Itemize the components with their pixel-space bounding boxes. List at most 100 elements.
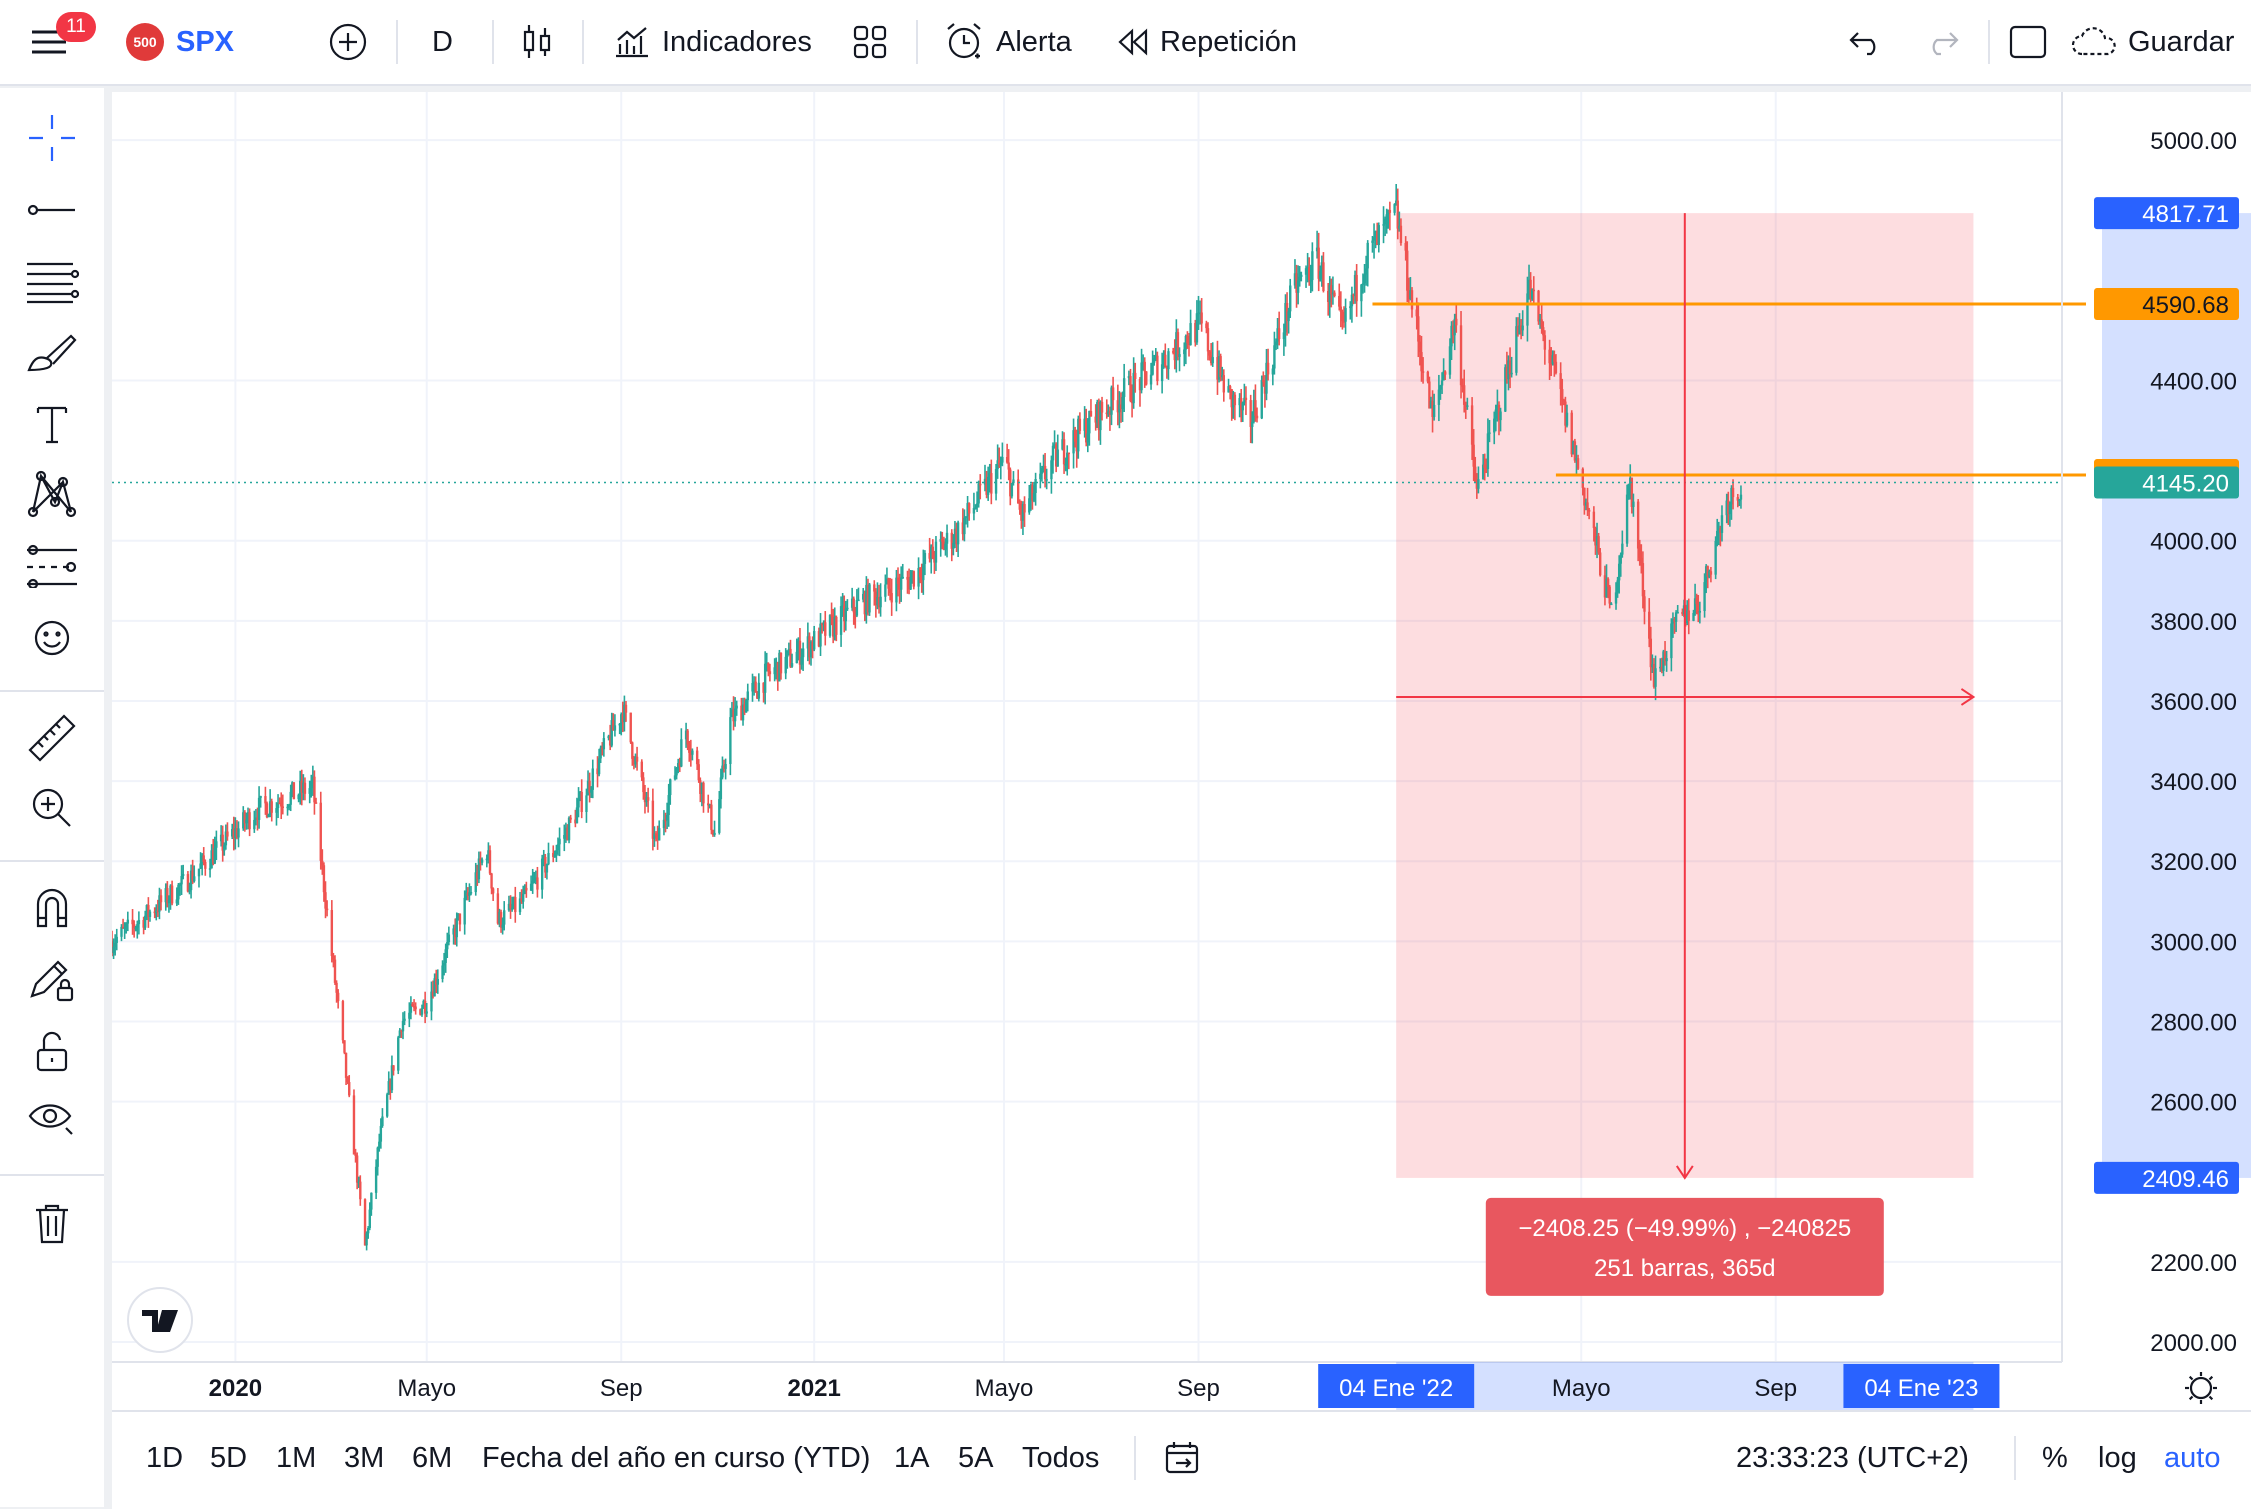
candle-body (944, 543, 947, 550)
candle-body (608, 736, 612, 746)
candle-body (651, 800, 655, 839)
candle-body (352, 1095, 356, 1155)
forecast-tool[interactable] (18, 536, 86, 596)
auto-toggle[interactable]: auto (2164, 1441, 2221, 1474)
candle-body (1001, 456, 1004, 463)
candle-body (490, 873, 493, 889)
candle-body (253, 819, 256, 830)
magnet-tool[interactable] (18, 878, 86, 938)
range-1d[interactable]: 1D (146, 1441, 184, 1474)
candle-body (597, 758, 601, 775)
candle-body (333, 959, 337, 983)
percent-toggle[interactable]: % (2042, 1441, 2068, 1474)
candle-body (498, 912, 501, 924)
remove-drawings-tool[interactable] (18, 1194, 86, 1254)
fib-tool[interactable] (18, 252, 86, 312)
candle-body (1474, 466, 1477, 483)
clock[interactable]: 23:33:23 (UTC+2) (1736, 1441, 1969, 1474)
measure-arrow-head-v (1675, 1165, 1694, 1180)
brush-tool[interactable] (18, 322, 86, 382)
candle-body (1486, 433, 1490, 469)
price-chart[interactable]: −2408.25 (−49.99%) , −240825 251 barras, … (112, 92, 2251, 1410)
lock-drawings-tool[interactable] (18, 950, 86, 1010)
candle-body (1466, 405, 1469, 407)
candle-body (691, 750, 694, 755)
candle-body (469, 892, 473, 894)
hide-drawings-tool[interactable] (18, 1088, 86, 1148)
chart-pane[interactable]: −2408.25 (−49.99%) , −240825 251 barras, … (112, 92, 2251, 1507)
emoji-tool[interactable] (18, 608, 86, 668)
range-6m[interactable]: 6M (412, 1441, 453, 1474)
candle-body (257, 797, 261, 821)
candle-body (922, 563, 925, 581)
range-5d[interactable]: 5D (210, 1441, 248, 1474)
candle-body (580, 791, 583, 813)
candle-body (1107, 411, 1110, 415)
candle-body (751, 682, 754, 692)
chart-type-button[interactable] (520, 0, 554, 84)
compare-symbol-button[interactable] (328, 0, 368, 84)
candle-body (1293, 273, 1297, 286)
range-1m[interactable]: 1M (276, 1441, 317, 1474)
price-tick-label: 3400.00 (2150, 769, 2237, 796)
candle-body (689, 752, 693, 755)
candle-body (1338, 296, 1341, 307)
alert-button[interactable]: Alerta (944, 0, 1072, 84)
candle-body (833, 616, 836, 637)
candle-body (1651, 664, 1654, 668)
candle-body (322, 865, 326, 893)
candle-body (1171, 351, 1175, 353)
trend-line-tool[interactable] (18, 180, 86, 240)
candle-body (1255, 415, 1259, 419)
redo-button[interactable] (1924, 0, 1960, 84)
candle-body (1410, 290, 1414, 310)
price-tag-4590 (2094, 288, 2239, 321)
candle-body (158, 895, 161, 912)
lock-tool[interactable] (18, 1022, 86, 1082)
date-range-button[interactable] (1164, 1428, 1202, 1488)
candle-body (1610, 603, 1613, 606)
candle-body (1420, 352, 1423, 372)
indicators-button[interactable]: Indicadores (612, 0, 812, 84)
candle-body (623, 704, 626, 723)
candle-body (1730, 487, 1733, 505)
range-all[interactable]: Todos (1022, 1441, 1100, 1474)
fib-lines-icon (27, 262, 79, 304)
range-3m[interactable]: 3M (344, 1441, 385, 1474)
candle-body (1736, 497, 1739, 501)
eye-icon (28, 1104, 73, 1135)
candle-body (480, 859, 484, 863)
replay-button[interactable]: Repetición (1116, 0, 1297, 84)
candle-body (1216, 357, 1219, 380)
zoom-tool[interactable] (18, 778, 86, 838)
range-1y[interactable]: 1A (894, 1441, 930, 1474)
text-tool[interactable] (18, 394, 86, 454)
candle-body (1461, 385, 1464, 387)
candle-body (811, 642, 814, 650)
layout-button[interactable] (852, 0, 888, 84)
candle-body (724, 764, 727, 769)
candle-body (964, 516, 968, 518)
symbol-search-button[interactable]: 500 SPX (126, 0, 234, 84)
candle-body (1154, 355, 1157, 359)
measure-tool[interactable] (18, 708, 86, 768)
range-ytd[interactable]: Fecha del año en curso (YTD) (482, 1441, 871, 1474)
candle-body (812, 631, 816, 650)
candle-body (1198, 312, 1202, 314)
candle-body (1298, 276, 1301, 281)
candle-body (175, 899, 179, 904)
log-toggle[interactable]: log (2098, 1441, 2137, 1474)
interval-button[interactable]: D (432, 25, 453, 58)
crosshair-tool[interactable] (18, 108, 86, 168)
range-5y[interactable]: 5A (958, 1441, 994, 1474)
candle-body (499, 912, 503, 928)
candle-body (319, 802, 322, 861)
undo-button[interactable] (1848, 0, 1884, 84)
candle-body (702, 782, 705, 804)
pattern-tool[interactable] (18, 464, 86, 524)
fullscreen-button[interactable] (2008, 0, 2048, 84)
candle-body (1388, 209, 1392, 213)
candle-body (213, 847, 216, 864)
candle-body (1043, 465, 1047, 480)
save-button[interactable]: Guardar (2070, 0, 2234, 84)
